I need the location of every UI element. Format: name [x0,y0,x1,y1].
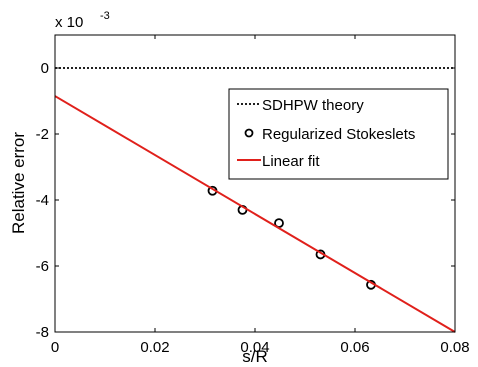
plot-area [55,35,455,332]
y-tick-label: -8 [36,324,49,341]
x-tick-label: 0 [51,339,59,356]
y-tick-label: -6 [36,258,49,275]
x-axis-ticks: 0 0.02 0.04 0.06 0.08 [51,35,470,356]
legend-swatch-regularized [244,128,254,138]
y-scale-label: x 10 [55,14,83,31]
y-tick-label: 0 [41,60,49,77]
x-tick-label: 0.08 [440,339,469,356]
legend-label-sdhpw: SDHPW theory [262,97,364,114]
series-layer [54,67,456,333]
legend: SDHPW theory Regularized Stokeslets Line… [228,88,449,180]
y-axis-label: Relative error [9,132,28,234]
y-axis-ticks: -8 -6 -4 -2 0 [36,60,455,341]
legend-label-linear-fit: Linear fit [262,153,320,170]
x-tick-label: 0.02 [140,339,169,356]
y-tick-label: -2 [36,126,49,143]
series-line-linear-fit [54,95,456,333]
y-tick-label: -4 [36,192,49,209]
legend-label-regularized: Regularized Stokeslets [262,126,415,143]
y-scale-exponent: -3 [100,10,110,22]
x-tick-label: 0.04 [240,339,269,356]
x-tick-label: 0.06 [340,339,369,356]
legend-box [228,88,449,180]
y-scale-factor: x 10 -3 [55,10,110,31]
x-axis-label: s/R [242,347,268,366]
